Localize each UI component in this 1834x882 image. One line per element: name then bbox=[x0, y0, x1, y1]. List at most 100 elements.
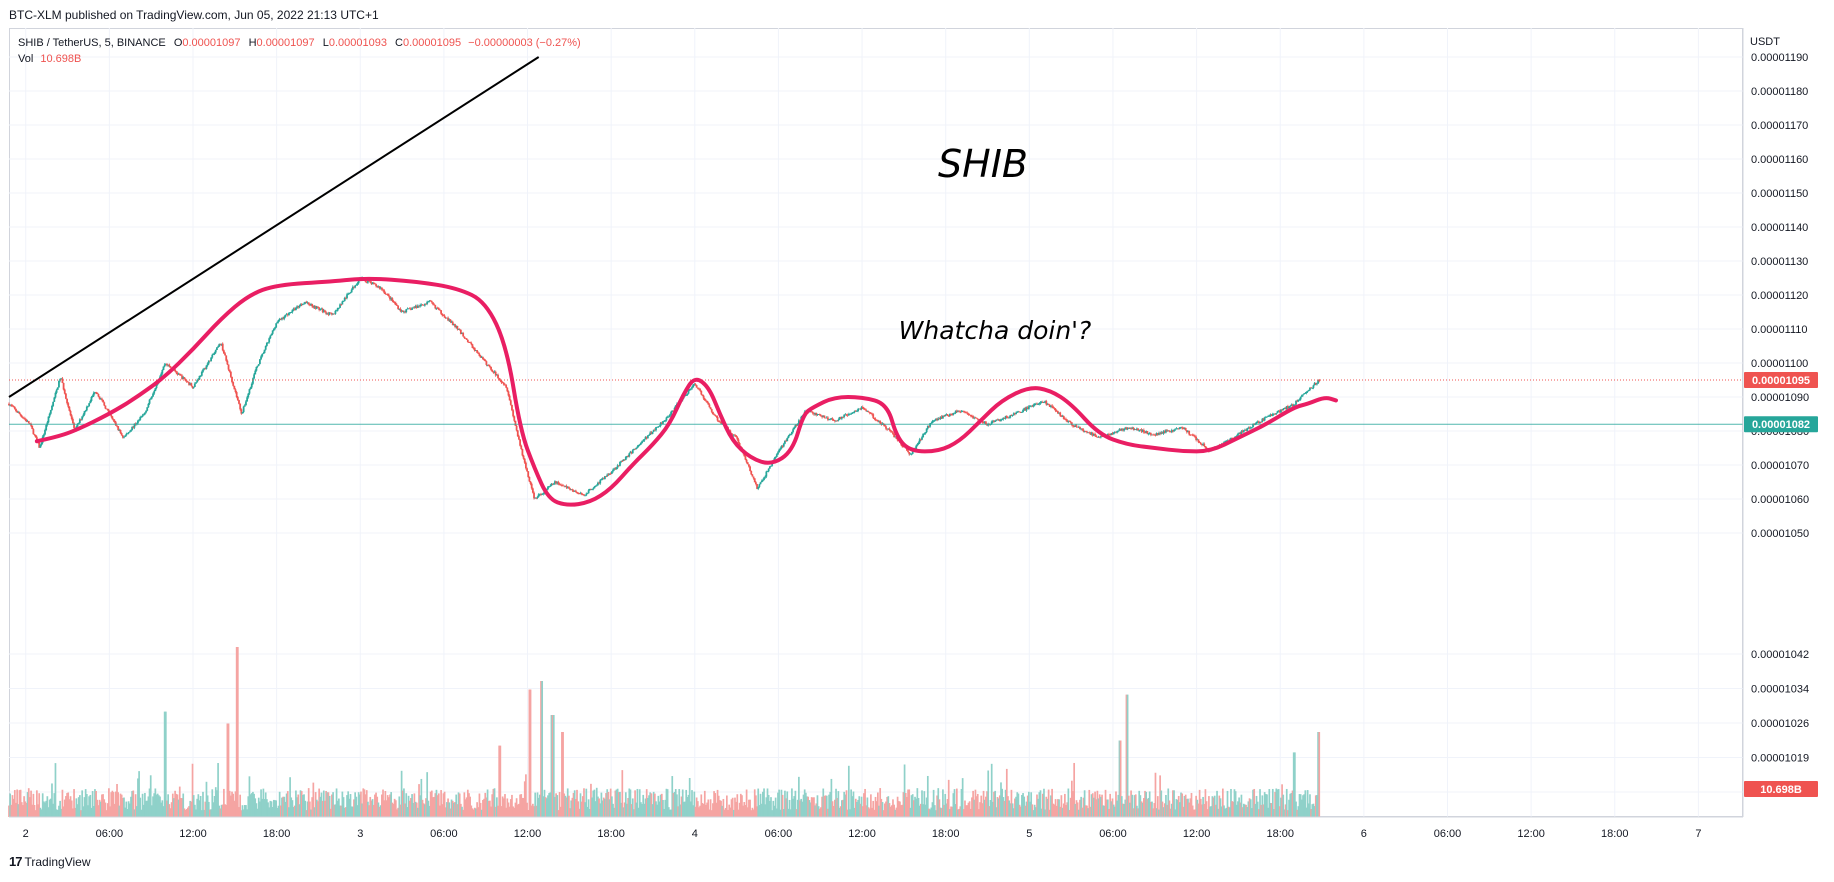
volume-bar bbox=[400, 770, 403, 817]
volume-bar bbox=[764, 804, 767, 817]
volume-bar bbox=[296, 797, 298, 817]
volume-bar bbox=[247, 796, 250, 817]
candle-body bbox=[267, 342, 269, 344]
volume-bar bbox=[314, 792, 317, 817]
volume-bar bbox=[579, 793, 582, 817]
volume-bar bbox=[293, 805, 296, 817]
volume-bar bbox=[156, 793, 159, 817]
volume-bar bbox=[1238, 797, 1240, 817]
candle-body bbox=[188, 382, 190, 385]
volume-bar bbox=[480, 809, 483, 817]
volume-bar bbox=[1145, 791, 1148, 817]
candle-body bbox=[1109, 434, 1112, 436]
candle-body bbox=[964, 411, 966, 413]
volume-bar bbox=[762, 791, 764, 817]
volume-bar bbox=[195, 809, 197, 817]
candle-body bbox=[770, 465, 772, 467]
volume-bar bbox=[677, 806, 679, 817]
volume-bar bbox=[1225, 807, 1228, 817]
volume-bar bbox=[117, 792, 120, 817]
volume-bar bbox=[84, 789, 87, 817]
volume-bar bbox=[609, 788, 612, 817]
volume-bar bbox=[975, 796, 978, 817]
volume-bar bbox=[655, 801, 657, 817]
candle-body bbox=[951, 414, 954, 416]
annotation-subtitle[interactable]: Whatcha doin'? bbox=[899, 316, 1092, 345]
candle-body bbox=[1117, 430, 1120, 432]
candle-body bbox=[551, 483, 554, 485]
volume-bar bbox=[910, 795, 913, 817]
volume-bar bbox=[623, 802, 626, 817]
candle-body bbox=[854, 410, 857, 412]
close-value: 0.00001095 bbox=[402, 37, 462, 49]
candle-body bbox=[180, 374, 182, 376]
volume-bar bbox=[1195, 795, 1197, 817]
volume-bar bbox=[91, 791, 94, 817]
annotation-title[interactable]: SHIB bbox=[938, 142, 1028, 186]
candle-body bbox=[259, 359, 261, 365]
candle-body bbox=[840, 416, 843, 419]
volume-row: Vol 10.698B bbox=[18, 51, 581, 67]
volume-bar bbox=[408, 800, 411, 817]
candle-body bbox=[1058, 412, 1060, 414]
volume-bar bbox=[249, 794, 252, 817]
volume-bar bbox=[166, 800, 168, 817]
candle-body bbox=[1115, 431, 1117, 433]
volume-bar bbox=[42, 801, 45, 817]
candle-body bbox=[986, 424, 988, 426]
candle-body bbox=[627, 456, 630, 457]
volume-bar bbox=[79, 795, 81, 817]
candle-body bbox=[600, 479, 603, 481]
volume-bar bbox=[1101, 794, 1103, 817]
volume-bar bbox=[1017, 793, 1020, 817]
volume-bar bbox=[617, 792, 620, 817]
candle-body bbox=[441, 313, 444, 316]
candle-body bbox=[959, 411, 962, 413]
candle-body bbox=[521, 449, 524, 456]
candle-body bbox=[1125, 427, 1128, 430]
volume-bar bbox=[1209, 806, 1211, 817]
candle-body bbox=[452, 324, 455, 325]
volume-bar bbox=[878, 805, 880, 817]
candle-body bbox=[1241, 431, 1244, 433]
price-tick-label: 0.00001130 bbox=[1751, 256, 1808, 268]
ohlc-row: SHIB / TetherUS, 5, BINANCE O0.00001097 … bbox=[18, 35, 581, 51]
volume-bar bbox=[1120, 796, 1123, 817]
volume-bar bbox=[207, 801, 210, 817]
volume-bar bbox=[364, 794, 367, 817]
candle-body bbox=[597, 482, 599, 486]
volume-bar bbox=[568, 795, 570, 817]
volume-bar bbox=[36, 790, 38, 817]
candle-body bbox=[605, 476, 607, 478]
candle-body bbox=[396, 304, 398, 306]
volume-bar bbox=[1094, 791, 1096, 817]
volume-bar bbox=[245, 805, 247, 817]
candle-body bbox=[329, 312, 332, 314]
candle-body bbox=[350, 289, 353, 293]
candle-body bbox=[368, 280, 370, 282]
footer-brand[interactable]: 17 TradingView bbox=[9, 854, 91, 869]
candle-body bbox=[672, 410, 675, 412]
candle-body bbox=[1113, 431, 1116, 433]
volume-bar bbox=[653, 793, 656, 817]
candle-body bbox=[1017, 411, 1020, 413]
volume-bar bbox=[858, 796, 861, 817]
candle-body bbox=[200, 371, 203, 376]
volume-bar bbox=[381, 794, 383, 817]
volume-bar bbox=[669, 809, 671, 817]
candle-body bbox=[1282, 408, 1285, 411]
volume-bar bbox=[67, 792, 70, 817]
candle-body bbox=[703, 398, 706, 401]
candle-body bbox=[853, 410, 856, 413]
candle-body bbox=[398, 308, 401, 310]
symbol-label[interactable]: SHIB / TetherUS, 5, BINANCE bbox=[18, 37, 166, 49]
volume-bar bbox=[890, 805, 893, 817]
volume-bar bbox=[349, 794, 352, 817]
volume-bar bbox=[111, 790, 114, 817]
volume-bar bbox=[417, 807, 419, 817]
candle-body bbox=[852, 412, 855, 414]
volume-bar bbox=[576, 789, 578, 817]
volume-bar bbox=[341, 791, 344, 817]
candle-body bbox=[984, 421, 987, 425]
